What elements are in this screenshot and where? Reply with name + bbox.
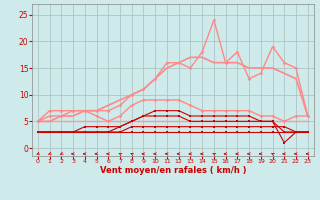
X-axis label: Vent moyen/en rafales ( km/h ): Vent moyen/en rafales ( km/h ) (100, 166, 246, 175)
